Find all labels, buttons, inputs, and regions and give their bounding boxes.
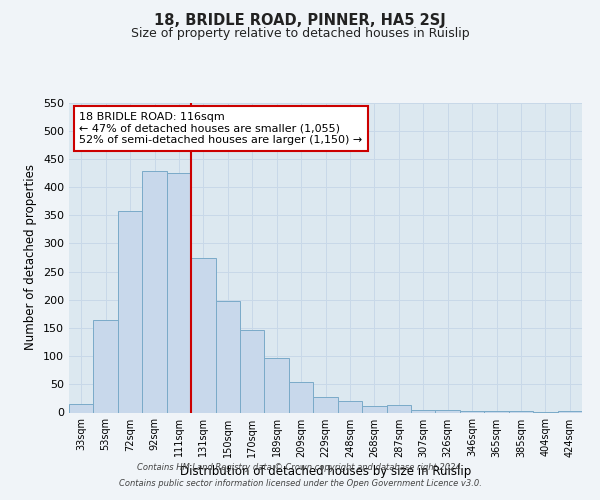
Bar	[557, 411, 582, 412]
Bar	[386, 405, 411, 412]
Bar	[362, 406, 386, 412]
Bar	[484, 411, 509, 412]
Bar	[509, 411, 533, 412]
Bar	[338, 401, 362, 412]
Bar	[289, 382, 313, 412]
Bar	[313, 396, 338, 412]
Bar	[240, 330, 265, 412]
Bar	[191, 258, 215, 412]
Bar	[69, 404, 94, 412]
Bar	[411, 410, 436, 412]
Text: Contains HM Land Registry data © Crown copyright and database right 2024.: Contains HM Land Registry data © Crown c…	[137, 464, 463, 472]
Y-axis label: Number of detached properties: Number of detached properties	[25, 164, 37, 350]
Bar	[94, 320, 118, 412]
X-axis label: Distribution of detached houses by size in Ruislip: Distribution of detached houses by size …	[180, 465, 471, 478]
Bar	[118, 210, 142, 412]
Text: 18, BRIDLE ROAD, PINNER, HA5 2SJ: 18, BRIDLE ROAD, PINNER, HA5 2SJ	[154, 12, 446, 28]
Bar	[167, 173, 191, 412]
Bar	[460, 411, 484, 412]
Text: 18 BRIDLE ROAD: 116sqm
← 47% of detached houses are smaller (1,055)
52% of semi-: 18 BRIDLE ROAD: 116sqm ← 47% of detached…	[79, 112, 362, 145]
Bar	[265, 358, 289, 412]
Bar	[215, 302, 240, 412]
Bar	[436, 410, 460, 412]
Text: Contains public sector information licensed under the Open Government Licence v3: Contains public sector information licen…	[119, 478, 481, 488]
Text: Size of property relative to detached houses in Ruislip: Size of property relative to detached ho…	[131, 28, 469, 40]
Bar	[142, 172, 167, 412]
